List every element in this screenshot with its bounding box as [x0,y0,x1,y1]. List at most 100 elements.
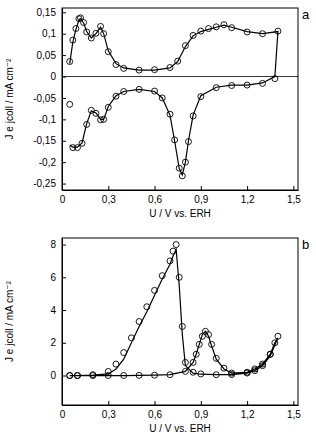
y-axis: 02468 [50,239,66,406]
data-point [190,359,196,365]
data-point [213,355,219,361]
x-tick-mark [247,401,248,405]
data-point [81,20,87,26]
x-tick-label: 0,6 [148,409,162,420]
data-point [206,26,212,32]
x-axis-title: U / V vs. ERH [149,208,211,219]
panel-letter: b [302,237,309,252]
y-tick-label: -0,1 [39,114,57,125]
data-point [167,111,173,117]
data-point [159,95,165,101]
x-tick-label: 1,5 [287,194,301,205]
x-tick-mark [155,401,156,405]
data-point [190,113,196,119]
data-point [252,366,258,372]
data-point [67,59,73,65]
y-tick: -0,2 [39,157,66,168]
x-axis-line [63,190,299,191]
data-point [105,104,111,110]
x-tick-label: 0 [60,194,66,205]
data-point [260,80,266,86]
data-point [213,24,219,30]
x-axis-line [63,405,299,406]
data-point [67,101,73,107]
data-point [229,25,235,31]
y-tick: -0,15 [33,135,66,146]
y-tick-mark [62,98,66,99]
y-tick-mark [62,34,66,35]
data-point [267,351,273,357]
data-point [88,35,94,41]
data-point [213,372,219,378]
y-tick: 8 [50,239,66,250]
data-point [182,359,188,365]
x-tick: 0,6 [148,186,162,205]
data-point [113,93,119,99]
data-point [70,145,76,151]
y-tick-label: 6 [50,272,56,283]
plot-area [62,15,298,179]
data-point [74,373,80,379]
data-point [244,29,250,35]
y-tick-label: 0,1 [42,28,56,39]
panel: 00,30,60,91,21,502468U / V vs. ERHJ e jc… [4,237,309,434]
data-point [152,372,158,378]
x-tick-label: 0,3 [102,409,116,420]
y-tick-label: 8 [50,239,56,250]
data-point [70,37,76,43]
data-point [275,333,281,339]
data-point [173,242,179,248]
y-tick: 2 [50,337,66,348]
y-tick-mark [62,376,66,377]
data-point [221,365,227,371]
x-tick-mark [201,186,202,190]
y-tick: -0,1 [39,114,66,125]
y-axis-line [62,239,63,406]
data-point [179,173,185,179]
x-tick-label: 1,5 [287,409,301,420]
y-axis: -0,25-0,2-0,15-0,1-0,0500,050,10,15 [33,7,66,191]
data-point [175,58,181,64]
data-point [221,22,227,28]
plot-frame [62,238,298,405]
x-tick: 1,2 [241,401,255,420]
x-tick: 0,3 [102,401,116,420]
data-point [272,76,278,82]
data-point [152,287,158,293]
data-point [209,341,215,347]
plot-frame [62,8,298,190]
x-axis: 00,30,60,91,21,5 [60,186,302,205]
x-tick-label: 0,9 [194,194,208,205]
data-point [190,32,196,38]
x-tick: 1,5 [287,401,301,420]
y-tick-mark [62,277,66,278]
data-point [90,372,96,378]
x-tick: 1,2 [241,186,255,205]
data-point [67,373,73,379]
data-point [199,333,205,339]
y-tick: 0,1 [42,28,66,39]
plot-area [67,242,281,379]
series-line [70,249,278,375]
x-tick-mark [155,186,156,190]
data-point [90,373,96,379]
data-point [128,335,134,341]
x-tick-mark [247,186,248,190]
data-point [167,258,173,264]
y-tick-label: 0,05 [37,50,57,61]
data-point [113,361,119,367]
data-point [176,274,182,280]
y-tick: -0,05 [33,93,66,104]
y-tick-mark [62,12,66,13]
data-point [275,28,281,34]
y-tick-label: 4 [50,305,56,316]
x-tick: 0,6 [148,401,162,420]
panel-letter: a [302,7,310,22]
data-point [152,88,158,94]
x-tick-label: 0,9 [194,409,208,420]
y-tick-mark [62,141,66,142]
y-tick-label: -0,05 [33,93,56,104]
series-line [70,19,278,175]
x-tick-label: 0 [60,409,66,420]
data-point [105,373,111,379]
